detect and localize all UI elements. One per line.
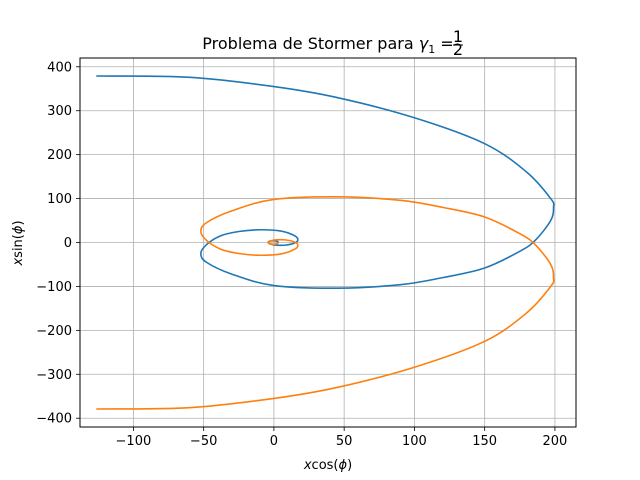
x-tick-label: 150 xyxy=(472,434,497,449)
x-ticks: −100 −50 0 50 100 150 200 xyxy=(116,427,568,449)
series-group xyxy=(96,75,555,410)
grid xyxy=(80,58,576,427)
y-tick-label: −400 xyxy=(36,412,72,427)
x-tick-label: −50 xyxy=(190,434,217,449)
x-tick-label: 200 xyxy=(543,434,568,449)
y-tick-label: 100 xyxy=(47,192,72,207)
title-subscript: 1 xyxy=(428,43,435,56)
x-axis-label: xcos(ϕ) xyxy=(303,458,352,473)
series-line-1 xyxy=(96,75,555,290)
x-tick-label: 0 xyxy=(270,434,278,449)
x-tick-label: −100 xyxy=(116,434,152,449)
y-axis-label-fn: sin( xyxy=(11,234,26,258)
y-tick-label: 200 xyxy=(47,148,72,163)
chart-title: Problema de Stormer para γ1 = xyxy=(202,34,453,56)
y-tick-label: 400 xyxy=(47,60,72,75)
y-tick-label: 300 xyxy=(47,104,72,119)
title-fraction-denominator: 2 xyxy=(453,40,463,59)
y-tick-label: −200 xyxy=(36,324,72,339)
series-line-2 xyxy=(96,195,555,410)
title-gamma: γ xyxy=(419,34,430,53)
y-tick-label: −300 xyxy=(36,368,72,383)
y-axis-label-phi: ϕ xyxy=(11,225,26,234)
y-tick-label: 0 xyxy=(64,236,72,251)
title-fraction: 1 2 xyxy=(453,27,463,59)
plot-area: −100 −50 0 50 100 150 200 −400 −300 −200 −100 0 100… xyxy=(36,57,577,449)
title-equals: = xyxy=(435,34,454,53)
x-axis-label-phi: ϕ xyxy=(339,458,348,473)
x-axis-label-fn: cos( xyxy=(312,458,339,473)
title-fraction-numerator: 1 xyxy=(453,27,463,46)
x-axis-label-close: ) xyxy=(347,458,352,473)
y-ticks: −400 −300 −200 −100 0 100 200 300 400 xyxy=(36,60,80,427)
x-axis-label-var: x xyxy=(303,458,312,473)
y-tick-label: −100 xyxy=(36,280,72,295)
x-tick-label: 50 xyxy=(336,434,353,449)
x-tick-label: 100 xyxy=(402,434,427,449)
y-axis-label-close: ) xyxy=(11,220,26,225)
y-axis-label: xsin(ϕ) xyxy=(11,220,26,266)
title-text: Problema de Stormer para xyxy=(202,34,418,53)
y-axis-label-var: x xyxy=(11,258,26,267)
